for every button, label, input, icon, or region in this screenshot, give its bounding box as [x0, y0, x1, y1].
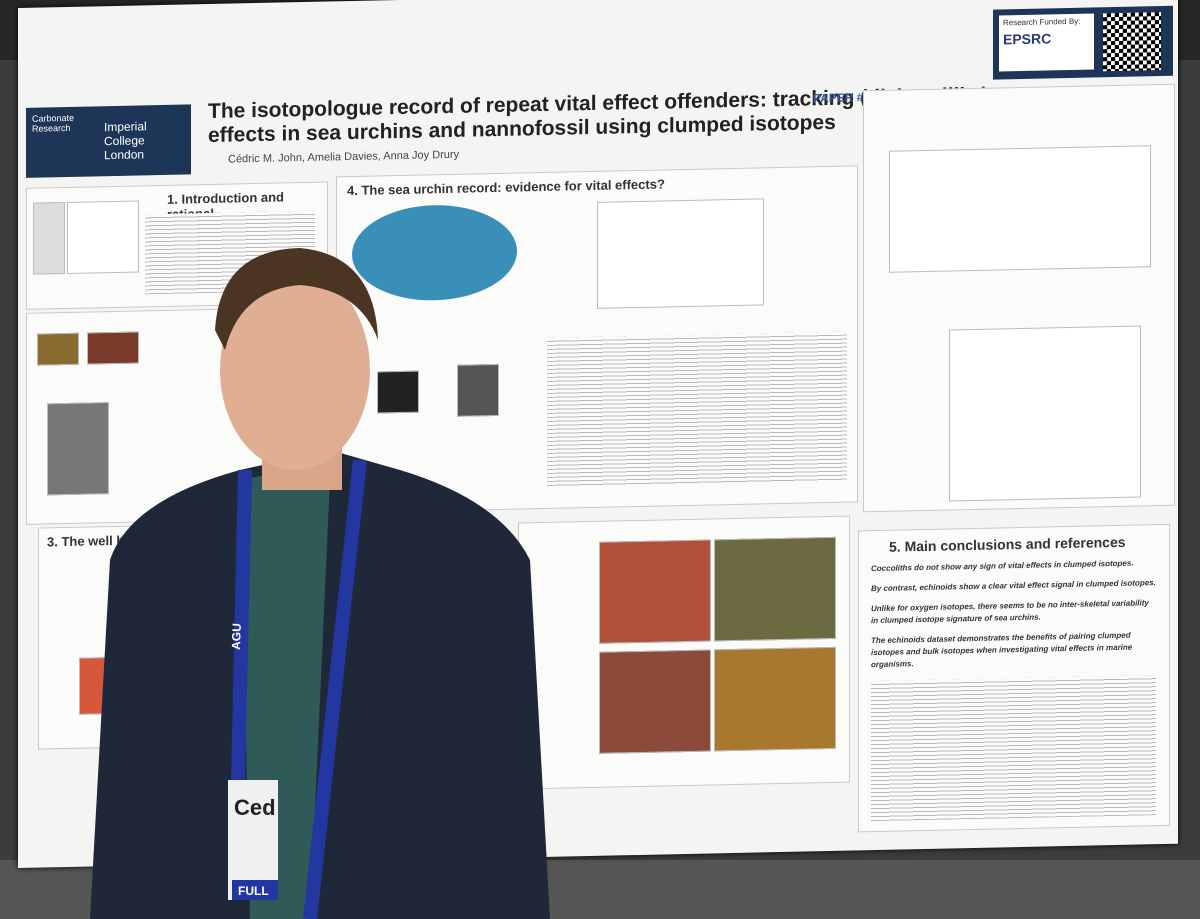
lanyard-strap — [231, 459, 367, 919]
lanyard-text: AGU — [229, 623, 244, 650]
face — [220, 270, 370, 470]
badge-name: Ced — [234, 795, 276, 820]
hair — [215, 248, 378, 350]
badge-strip — [232, 880, 278, 900]
badge-tag: FULL — [238, 884, 269, 898]
